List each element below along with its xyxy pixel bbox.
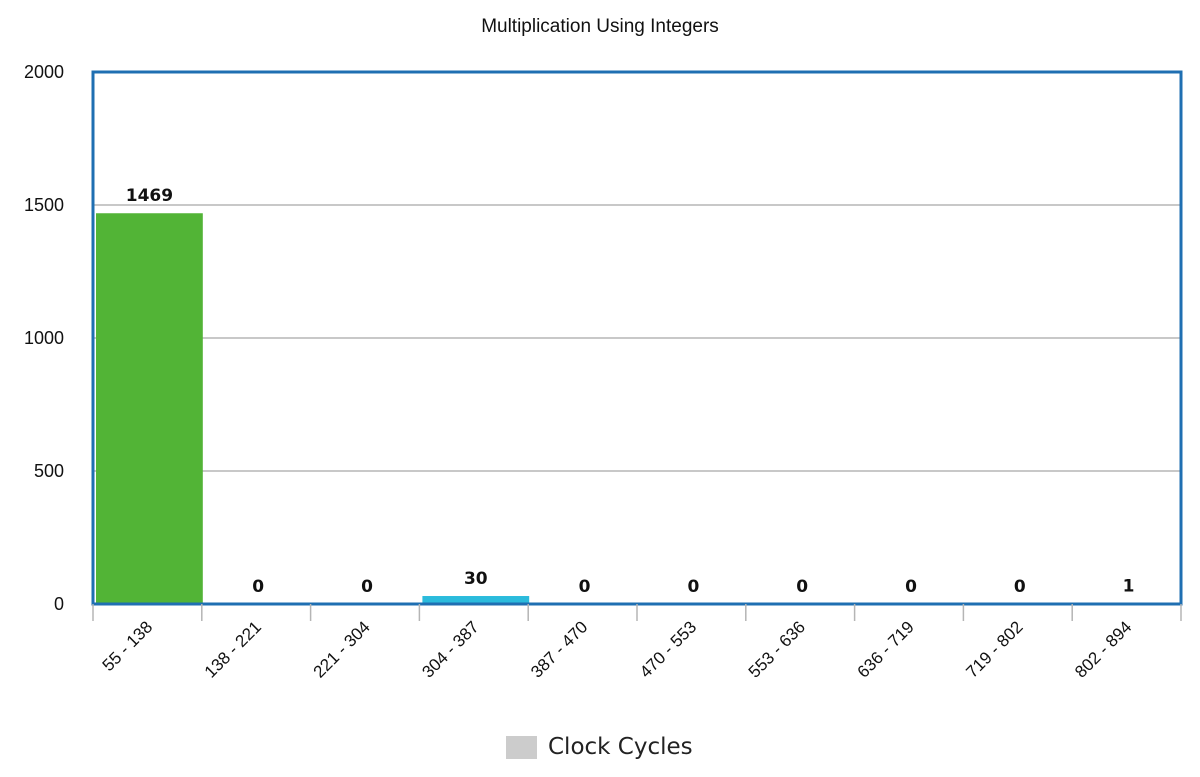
data-label: 0 [252,577,264,597]
data-label: 0 [687,577,699,597]
x-tick-label: 553 - 636 [745,617,809,681]
data-label: 0 [1014,577,1026,597]
x-tick-label: 55 - 138 [99,617,157,675]
data-label: 0 [579,577,591,597]
y-tick-label: 2000 [24,62,64,82]
data-label: 1 [1123,577,1135,597]
x-tick-label: 221 - 304 [310,617,374,681]
x-tick-label: 636 - 719 [854,617,918,681]
x-tick-label: 387 - 470 [527,617,591,681]
bar [96,213,203,604]
bars [96,213,1182,604]
data-label: 1469 [126,186,173,206]
x-tick-label: 470 - 553 [636,617,700,681]
x-tick-label: 719 - 802 [962,617,1026,681]
y-tick-label: 500 [34,461,64,481]
data-label: 0 [796,577,808,597]
bar [422,596,530,604]
y-tick-label: 1000 [24,328,64,348]
y-axis-ticks: 0 500 1000 1500 2000 [24,62,64,614]
x-tick-label: 138 - 221 [201,617,265,681]
x-tick-label: 802 - 894 [1071,617,1135,681]
y-tick-label: 1500 [24,195,64,215]
data-labels: 1469 0 0 30 0 0 0 0 0 1 [126,186,1135,597]
x-axis-ticks: 55 - 138 138 - 221 221 - 304 304 - 387 387 -… [92,604,1182,682]
legend-swatch [506,735,537,759]
legend: Clock Cycles [506,733,693,761]
x-tick-label: 304 - 387 [418,617,482,681]
y-tick-label: 0 [54,594,64,614]
chart-title: Multiplication Using Integers [481,16,719,37]
legend-label: Clock Cycles [548,734,693,760]
data-label: 0 [905,577,917,597]
gridlines [93,71,1181,605]
data-label: 0 [361,577,373,597]
data-label: 30 [464,569,488,589]
